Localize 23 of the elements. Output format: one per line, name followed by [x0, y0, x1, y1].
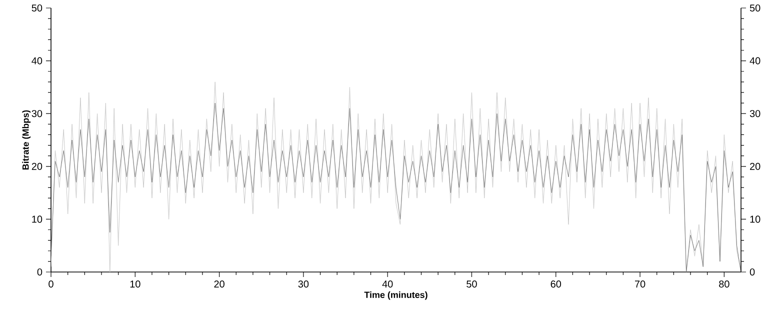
x-tick-label: 70: [634, 280, 646, 288]
x-tick-label: 0: [48, 280, 54, 288]
y-axis-title: Bitrate (Mbps): [22, 110, 31, 170]
y2-tick-label: 20: [750, 162, 760, 170]
x-tick-label: 40: [382, 280, 393, 288]
y2-tick-label: 30: [750, 110, 760, 118]
y2-tick-label: 10: [750, 216, 760, 223]
y2-tick-label: 40: [750, 57, 760, 64]
y-tick-label: 30: [32, 110, 42, 118]
x-tick-label: 50: [466, 280, 477, 288]
y-tick-label: 0: [37, 268, 42, 276]
x-tick-label: 10: [130, 280, 140, 288]
y-tick-label: 40: [32, 57, 42, 64]
x-tick-label: 80: [719, 280, 730, 288]
y-tick-label: 50: [32, 4, 42, 12]
x-tick-label: 60: [550, 280, 562, 288]
y-tick-label: 10: [32, 216, 42, 223]
y-tick-label: 20: [32, 162, 42, 170]
x-tick-label: 20: [214, 280, 224, 288]
y2-tick-label: 0: [750, 268, 755, 276]
x-tick-label: 30: [298, 280, 309, 288]
x-axis-title: Time (minutes): [364, 291, 428, 300]
y2-tick-label: 50: [750, 4, 760, 12]
